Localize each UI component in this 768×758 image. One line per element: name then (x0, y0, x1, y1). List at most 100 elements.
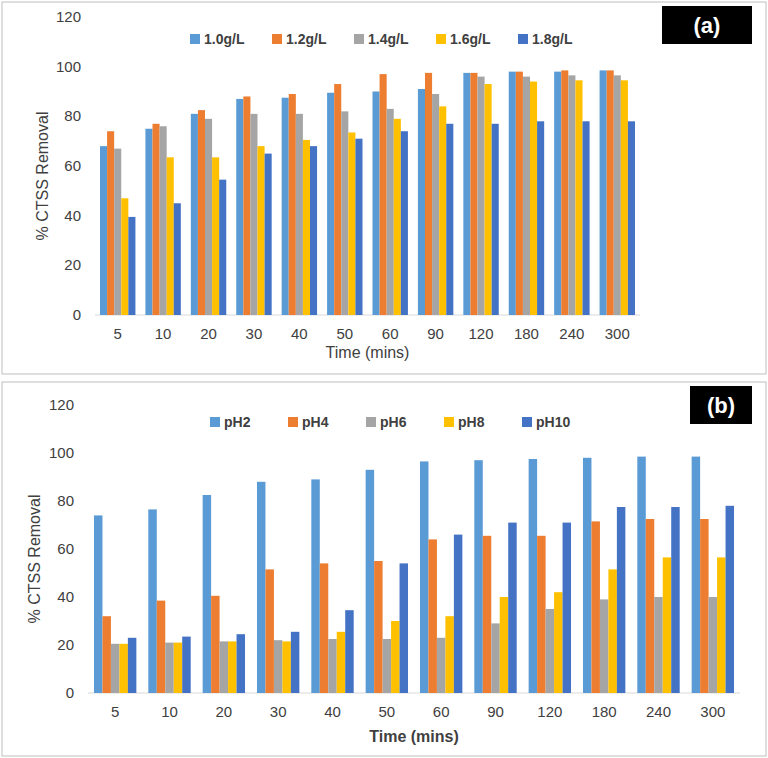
y-tick (85, 597, 88, 598)
bar (198, 110, 205, 315)
bar (563, 523, 571, 693)
y-tick-label: 80 (64, 107, 81, 124)
legend-swatch (366, 417, 376, 427)
bar (291, 632, 299, 693)
bar (174, 643, 182, 693)
bar (250, 114, 257, 315)
legend-label: pH2 (224, 414, 251, 430)
bar (600, 70, 607, 315)
bar (500, 597, 508, 693)
bar (663, 557, 671, 693)
bar (454, 535, 462, 693)
bar (191, 114, 198, 315)
bar (600, 599, 608, 693)
bar (296, 114, 303, 315)
bar (516, 72, 523, 315)
bar (483, 536, 491, 693)
bar (337, 632, 345, 693)
x-tick-label: 40 (324, 703, 341, 720)
bar (523, 77, 530, 315)
y-tick-label: 100 (56, 58, 81, 75)
panel-frame (2, 382, 766, 756)
y-tick (85, 693, 88, 694)
bar (400, 563, 408, 693)
y-tick-label: 20 (64, 256, 81, 273)
legend-swatch (210, 417, 220, 427)
bar (311, 479, 319, 693)
legend-label: 1.6g/L (450, 31, 491, 47)
x-tick-label: 5 (114, 325, 122, 342)
y-tick-label: 120 (49, 396, 74, 413)
x-axis-label: Time (mins) (326, 344, 410, 361)
y-tick (85, 453, 88, 454)
bar (258, 146, 265, 315)
bar (437, 638, 445, 693)
bar (394, 119, 401, 315)
bar (446, 124, 453, 315)
bar (334, 84, 341, 315)
bar (568, 75, 575, 315)
x-tick-label: 30 (246, 325, 263, 342)
legend-swatch (354, 34, 364, 44)
legend-swatch (436, 34, 446, 44)
bar (509, 72, 516, 315)
bar (614, 75, 621, 315)
bar (428, 539, 436, 693)
bar (477, 77, 484, 315)
legend-label: pH6 (380, 414, 407, 430)
bar (445, 616, 453, 693)
y-tick (92, 315, 95, 316)
bar (591, 521, 599, 693)
bar (692, 457, 700, 693)
bar (289, 94, 296, 315)
bar (114, 149, 121, 315)
x-tick-label: 90 (427, 325, 444, 342)
y-tick-label: 60 (57, 540, 74, 557)
bar (243, 96, 250, 315)
x-tick-label: 5 (111, 703, 119, 720)
bar (145, 129, 152, 315)
y-tick (85, 405, 88, 406)
bar (328, 639, 336, 693)
x-tick-label: 300 (605, 325, 630, 342)
y-tick-label: 0 (66, 684, 74, 701)
bar (310, 146, 317, 315)
bar (485, 84, 492, 315)
x-tick-label: 10 (161, 703, 178, 720)
bar (491, 623, 499, 693)
bar (265, 569, 273, 693)
bar (128, 638, 136, 693)
panel-frame (2, 2, 766, 374)
y-tick-label: 80 (57, 492, 74, 509)
annotation-box (690, 386, 752, 424)
y-tick (92, 116, 95, 117)
bar (607, 70, 614, 315)
legend-swatch (272, 34, 282, 44)
bar (432, 94, 439, 315)
x-tick-label: 300 (700, 703, 725, 720)
bar (709, 597, 717, 693)
y-tick (85, 501, 88, 502)
legend-swatch (288, 417, 298, 427)
x-tick-label: 180 (592, 703, 617, 720)
bar (257, 482, 265, 693)
bar (372, 92, 379, 316)
bar (119, 644, 127, 693)
bar (211, 596, 219, 693)
bar (174, 203, 181, 315)
bar (265, 154, 272, 315)
y-tick (92, 66, 95, 67)
bar (383, 639, 391, 693)
bar (439, 106, 446, 315)
bar (203, 495, 211, 693)
bar (341, 111, 348, 315)
bar (425, 73, 432, 315)
bar (327, 93, 334, 315)
bar (94, 515, 102, 693)
y-tick (92, 17, 95, 18)
bar (537, 536, 545, 693)
bar (474, 460, 482, 693)
y-axis-label: % CTSS Removal (26, 495, 43, 624)
bar (463, 73, 470, 315)
legend-label: 1.8g/L (532, 31, 573, 47)
